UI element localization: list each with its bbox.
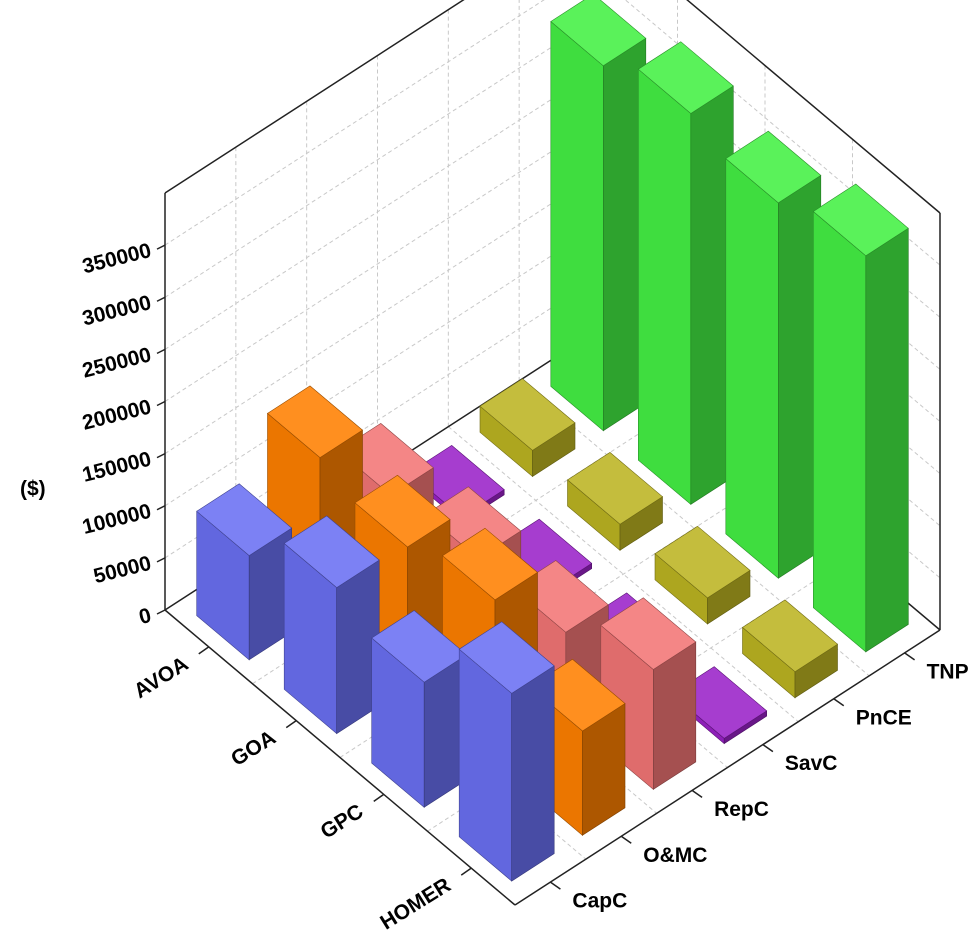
bar-face-top <box>196 483 293 556</box>
bar <box>566 452 664 551</box>
z-tick-label: 300000 <box>80 291 154 330</box>
bar <box>812 183 909 653</box>
x-tick-label: HOMER <box>376 874 454 935</box>
x-tick <box>285 720 297 729</box>
z-axis-title: ($) <box>20 478 46 501</box>
z-tick-label: 250000 <box>80 343 154 382</box>
y-tick-label: SavC <box>785 752 838 775</box>
bar-face-top <box>600 597 697 670</box>
bar-face-right <box>865 227 909 653</box>
bar <box>371 610 468 808</box>
axis-line <box>514 629 941 906</box>
y-tick <box>620 835 632 844</box>
y-tick <box>762 743 774 753</box>
y-tick-label: RepC <box>714 798 769 821</box>
x-tick-label: GPC <box>317 800 368 844</box>
bar-face-top <box>266 385 364 458</box>
x-tick <box>198 646 210 655</box>
y-tick <box>904 652 916 661</box>
z-tick <box>156 452 166 459</box>
z-tick <box>156 557 166 563</box>
bar <box>725 130 822 579</box>
bar-face-top <box>741 599 839 673</box>
z-tick-label: 100000 <box>80 500 154 539</box>
y-tick <box>549 881 561 890</box>
z-tick <box>156 244 166 250</box>
x-tick <box>460 867 472 876</box>
bar <box>283 515 380 735</box>
z-tick-label: 0 <box>137 604 154 629</box>
axis-line <box>686 0 941 214</box>
bar <box>637 41 734 506</box>
z-tick <box>156 505 166 511</box>
axis-line <box>164 609 516 906</box>
bar-face-top <box>441 527 539 601</box>
bar <box>550 0 647 432</box>
z-tick <box>156 348 166 355</box>
bar-face-left <box>725 157 779 579</box>
bar-face-top <box>654 525 751 599</box>
bar <box>741 599 839 699</box>
z-tick <box>156 400 166 407</box>
y-tick <box>833 698 845 707</box>
bar <box>479 378 576 478</box>
x-tick-label: GOA <box>227 726 280 771</box>
bar-face-top <box>550 0 647 67</box>
x-tick <box>373 793 385 802</box>
bar-face-top <box>458 621 555 694</box>
bar-face-left <box>812 210 867 653</box>
z-tick-label: 150000 <box>80 448 154 487</box>
y-tick-label: TNPC <box>927 660 969 683</box>
bar <box>458 621 555 882</box>
z-tick-label: 50000 <box>91 552 153 588</box>
bar <box>600 597 697 791</box>
bar-face-top <box>812 183 909 257</box>
z-tick-label: 200000 <box>80 395 154 434</box>
floor-grid <box>448 426 799 723</box>
bar-face-right <box>511 665 555 882</box>
y-tick-label: PnCE <box>856 706 912 729</box>
bar-face-top <box>566 452 664 525</box>
z-tick <box>156 296 166 302</box>
bar <box>654 525 751 625</box>
bar-face-top <box>725 130 822 204</box>
bar-face-top <box>354 474 451 548</box>
y-tick-label: CapC <box>572 890 627 913</box>
bar-face-left <box>550 20 604 432</box>
bar-face-top <box>479 378 576 451</box>
axis-line <box>164 0 465 194</box>
bar-face-left <box>637 68 692 506</box>
z-tick-label: 350000 <box>80 239 154 278</box>
z-tick <box>156 609 166 615</box>
y-tick-label: O&MC <box>643 844 707 867</box>
bar-face-top <box>637 41 734 114</box>
x-tick-label: AVOA <box>130 652 192 703</box>
bar <box>196 483 293 661</box>
bar-face-top <box>283 515 380 588</box>
y-tick <box>691 789 703 799</box>
